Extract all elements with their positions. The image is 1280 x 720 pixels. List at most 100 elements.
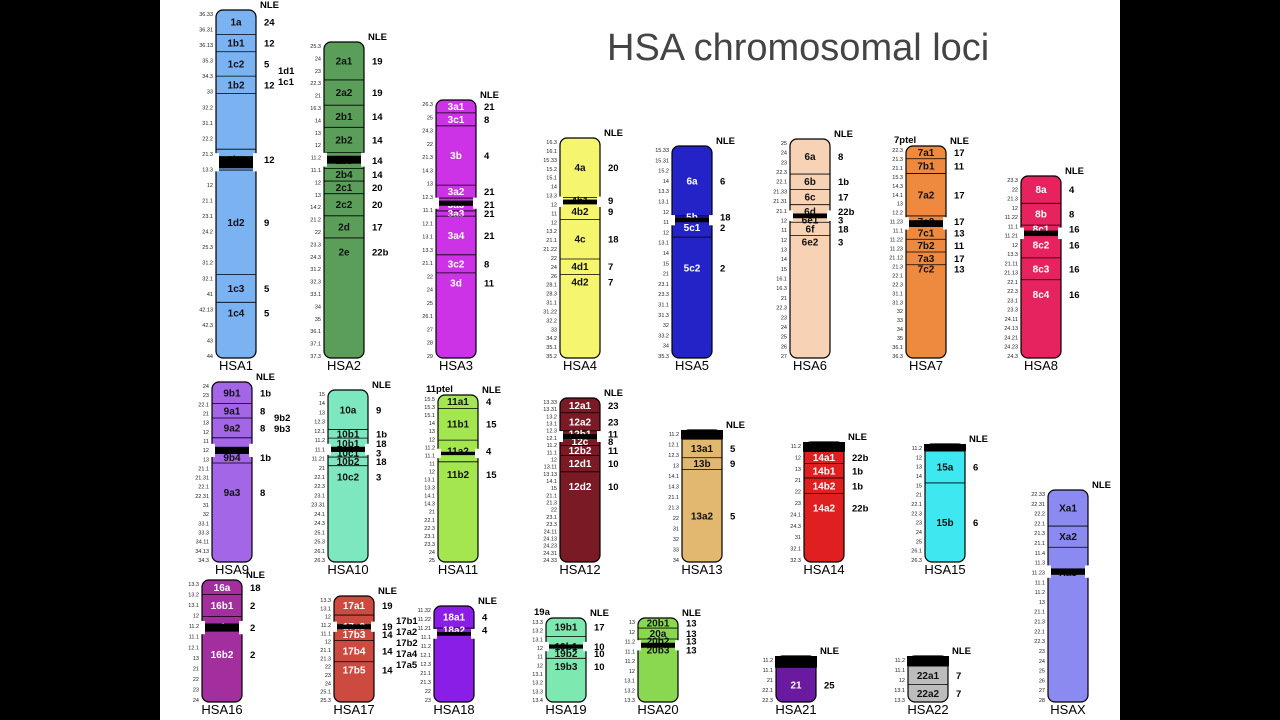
hsa5-tick-label: 32 — [663, 323, 669, 329]
hsa13-name: HSA13 — [681, 562, 722, 577]
hsax-tick-label: 26 — [1039, 678, 1045, 684]
hsa17-side-label: 17b1 — [396, 616, 418, 627]
hsax-tick-label: 28 — [1039, 698, 1045, 704]
hsa14-nle-label: NLE — [848, 432, 867, 443]
hsa17-nle-label: NLE — [378, 586, 397, 597]
hsa7-centromere-notch — [905, 217, 909, 230]
hsa4-body — [559, 137, 601, 359]
hsa8-tick-label: 13.3 — [1007, 252, 1018, 258]
hsa3-tick-label: 26.3 — [422, 102, 433, 108]
hsa2-tick-label: 36.1 — [310, 329, 321, 335]
hsa7-tick-label: 21.12 — [889, 255, 903, 261]
hsa7-tick-label: 31.3 — [892, 300, 903, 306]
hsa17-centromere — [333, 624, 375, 629]
hsa9-tick-label: 13 — [203, 457, 209, 463]
hsa18-centromere-notch — [433, 628, 437, 639]
hsa2-tick-label: 14 — [315, 118, 321, 124]
hsa3-band-value: 8 — [484, 115, 489, 126]
hsa13-band-value: 9 — [730, 459, 735, 470]
hsa12-tick-label: 21.1 — [546, 493, 557, 499]
hsa11-tick-label: 11.1 — [425, 453, 435, 459]
hsa1-band-label: 1d2 — [227, 218, 245, 229]
hsa7-tick-label: 14.3 — [892, 184, 903, 190]
hsa8-band-label: 8a — [1035, 185, 1047, 196]
hsa10-band-label: 10b1 — [337, 429, 360, 440]
hsa8-band-label: 8c1 — [1033, 224, 1050, 235]
hsa16-centromere — [201, 623, 243, 632]
hsa1-band-value: 24 — [264, 18, 275, 29]
hsa7-band-value: 11 — [954, 162, 965, 173]
hsa9-band-label: 9a2 — [224, 423, 241, 434]
hsa16-band-value: 2 — [250, 601, 255, 612]
hsa16-tick-label: 23 — [193, 687, 199, 693]
hsa8-tick-label: 24.3 — [1007, 354, 1018, 360]
hsa4-tick-label: 12 — [551, 220, 557, 226]
hsa16-tick-label: 12.1 — [188, 645, 199, 651]
hsa5-tick-label: 12 — [663, 230, 669, 236]
hsa2-band-value: 20 — [372, 183, 383, 194]
hsa2-band-label: 2c1 — [336, 183, 353, 194]
hsa14-tick-label: 12 — [795, 455, 801, 461]
hsa12-tick-label: 13.13 — [543, 472, 557, 478]
hsa13-tick-label: 33 — [673, 548, 679, 554]
hsa1-nle-label: NLE — [260, 0, 279, 11]
hsa4-tick-label: 13.2 — [546, 229, 557, 235]
hsa10-tick-label: 13 — [319, 410, 325, 416]
hsa9-tick-label: 22.1 — [198, 402, 209, 408]
hsa16-body — [201, 579, 243, 703]
hsa7-tick-label: 21.3 — [892, 264, 903, 270]
hsa1-band-value: 5 — [264, 284, 270, 295]
hsax-tick-label: 24 — [1039, 659, 1045, 665]
hsa21-band-label: 21 — [790, 680, 802, 691]
hsa2-band-value: 20 — [372, 200, 383, 211]
hsa9-band-value: 8 — [260, 406, 265, 417]
hsa17-tick-label: 13.3 — [320, 598, 331, 604]
hsa17-body — [333, 595, 375, 703]
hsa14-tick-label: 11.2 — [791, 444, 801, 450]
hsa10-nle-label: NLE — [372, 380, 391, 391]
hsa13-tick-label: 31 — [673, 527, 679, 533]
hsax-tick-label: 11.2 — [1035, 590, 1045, 596]
hsa14-tick-label: 32.3 — [790, 558, 801, 564]
hsa7-centromere-notch — [943, 217, 947, 230]
hsa10-band-label: 10b2 — [337, 457, 360, 468]
hsa16-tick-label: 13.1 — [188, 603, 199, 609]
hsa7-tick-label: 22.3 — [892, 282, 903, 288]
hsa9-tick-label: 33.1 — [198, 521, 209, 527]
hsa5-band-label: 5c1 — [684, 223, 701, 234]
hsa3-tick-label: 25 — [427, 115, 433, 121]
hsa2-tick-label: 21 — [315, 94, 321, 100]
hsa9-name: HSA9 — [215, 562, 249, 577]
hsa5-band-label: 5c2 — [684, 263, 701, 274]
hsa11-nle-label: NLE — [482, 385, 501, 396]
hsa7-band-label: 7c2 — [918, 264, 935, 275]
hsa17-band-label: 17b4 — [343, 647, 366, 658]
hsa10-band-value: 9 — [376, 405, 381, 416]
hsa8-band-label: 8b — [1035, 210, 1047, 221]
hsa12-centromere-notch — [597, 431, 601, 442]
hsa12-tick-label: 12.1 — [546, 436, 557, 442]
hsa6-band-label: 6c — [804, 193, 816, 204]
hsa3-tick-label: 29 — [427, 354, 433, 360]
hsa9-side-label: 9b2 — [274, 413, 290, 424]
hsax-tick-label: 21.1 — [1034, 541, 1045, 547]
hsa1-tick-label: 12 — [207, 183, 213, 189]
hsa17-band-value: 19 — [382, 622, 393, 633]
hsa19-tick-label: 13.2 — [532, 681, 543, 687]
hsa9-tick-label: 11 — [203, 439, 209, 445]
hsa7-band-value: 13 — [954, 228, 965, 239]
hsa2-tick-label: 22 — [315, 230, 321, 236]
hsa3-band-value: 21 — [484, 231, 495, 242]
hsa7-band-label: 7a3 — [918, 254, 935, 265]
hsa2-tick-label: 24 — [315, 56, 321, 62]
hsa22-tick-label: 11.1 — [895, 668, 905, 674]
hsa18-band-label: 18a1 — [443, 613, 466, 624]
hsa6-tick-label: 21 — [781, 296, 787, 302]
hsa17-side-label: 17a4 — [396, 649, 418, 660]
hsa5-tick-label: 33.2 — [658, 333, 669, 339]
hsa9-band-label: 9b4 — [223, 453, 241, 464]
hsa2-band-label: 2b4 — [335, 170, 353, 181]
hsa3-centromere — [435, 200, 477, 206]
hsa12-tick-label: 23.1 — [546, 515, 557, 521]
hsa18-tick-label: 12.3 — [420, 662, 431, 668]
